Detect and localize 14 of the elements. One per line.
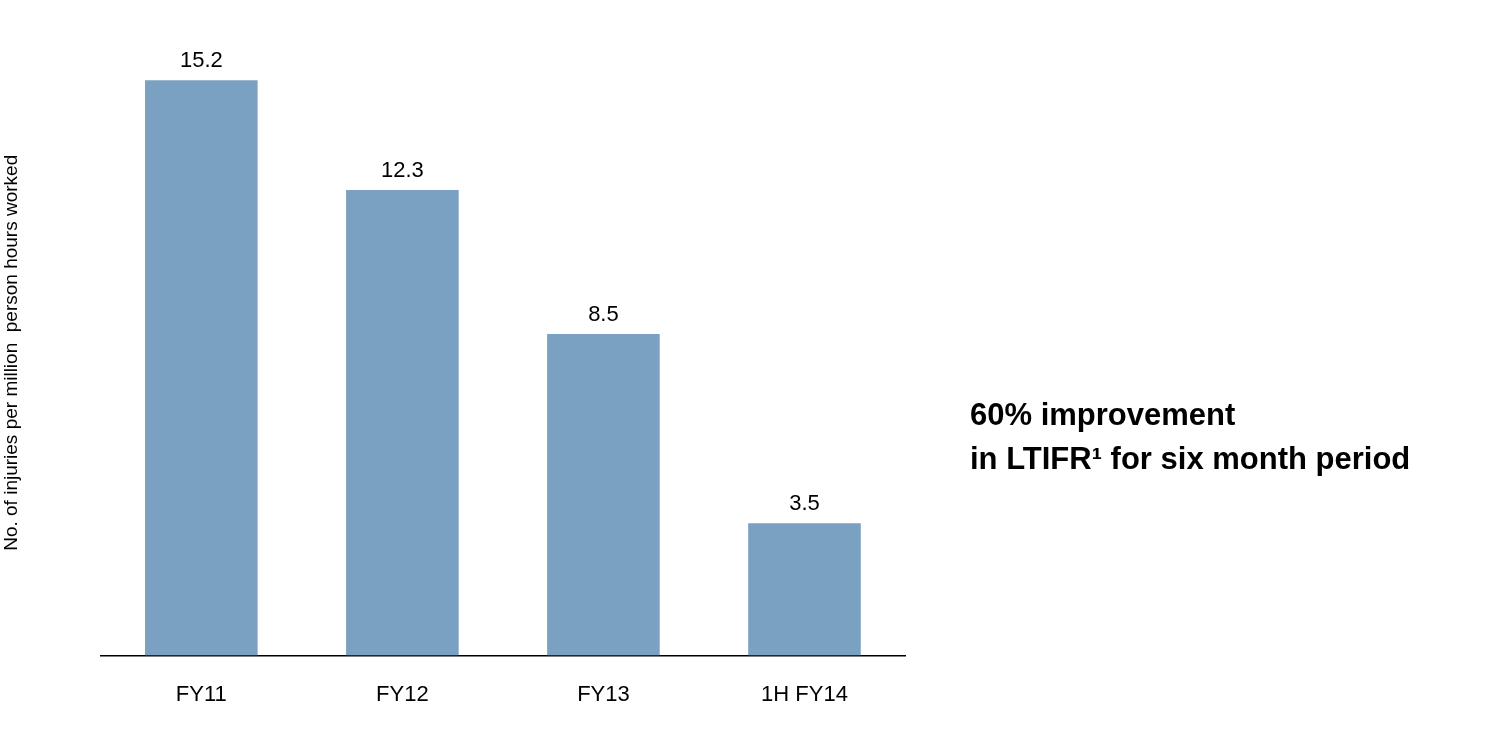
data-label: 8.5 [588, 300, 619, 326]
bar [145, 80, 258, 656]
x-tick-label: FY12 [376, 680, 429, 706]
x-tick-label: 1H FY14 [761, 680, 848, 706]
bar [346, 190, 459, 656]
data-label: 15.2 [179, 47, 223, 73]
x-tick-label: FY13 [577, 680, 630, 706]
data-label: 3.5 [789, 490, 820, 516]
text: 60% improvement in LTIFR¹ for six month period [970, 396, 1411, 478]
x-tick-label: FY11 [175, 680, 227, 706]
y-axis-title: No. of injuries per million person hours worked [0, 154, 21, 551]
bar [547, 333, 660, 656]
data-label: 12.3 [380, 157, 424, 183]
bar [748, 523, 861, 656]
